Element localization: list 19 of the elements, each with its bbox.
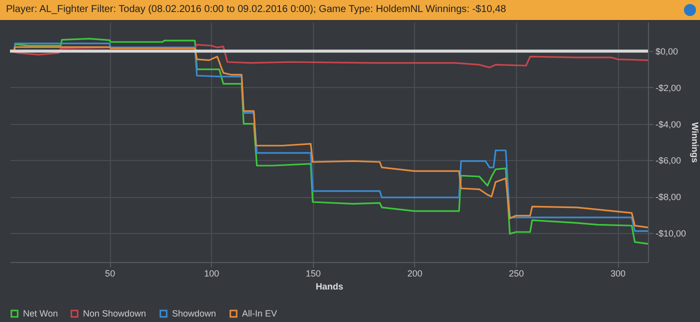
legend-label: All-In EV [242, 308, 278, 319]
y-tick-label: -$6,00 [656, 156, 682, 166]
y-tick-label: -$10,00 [656, 228, 686, 238]
legend-label: Net Won [23, 308, 58, 319]
chart-title: Player: AL_Fighter Filter: Today (08.02.2016 0:00 to 09.02.2016 0:00); Game Type: HoldemNL Winnings: -$10,48 [6, 4, 506, 15]
legend-label: Non Showdown [83, 308, 146, 319]
x-tick-label: 200 [407, 268, 422, 278]
y-axis-title: Winnings [690, 122, 700, 163]
x-tick-label: 100 [204, 268, 220, 278]
x-tick-label: 150 [306, 268, 321, 278]
x-tick-label: 250 [508, 268, 524, 278]
y-tick-label: -$8,00 [656, 192, 682, 202]
x-tick-label: 50 [105, 268, 116, 278]
y-tick-label: -$4,00 [656, 119, 682, 130]
y-tick-label: -$2,00 [656, 82, 682, 93]
legend-label: Showdown [172, 308, 216, 319]
x-tick-label: 300 [610, 268, 626, 278]
y-tick-label: $0,00 [656, 46, 678, 57]
x-axis-title: Hands [316, 282, 344, 292]
